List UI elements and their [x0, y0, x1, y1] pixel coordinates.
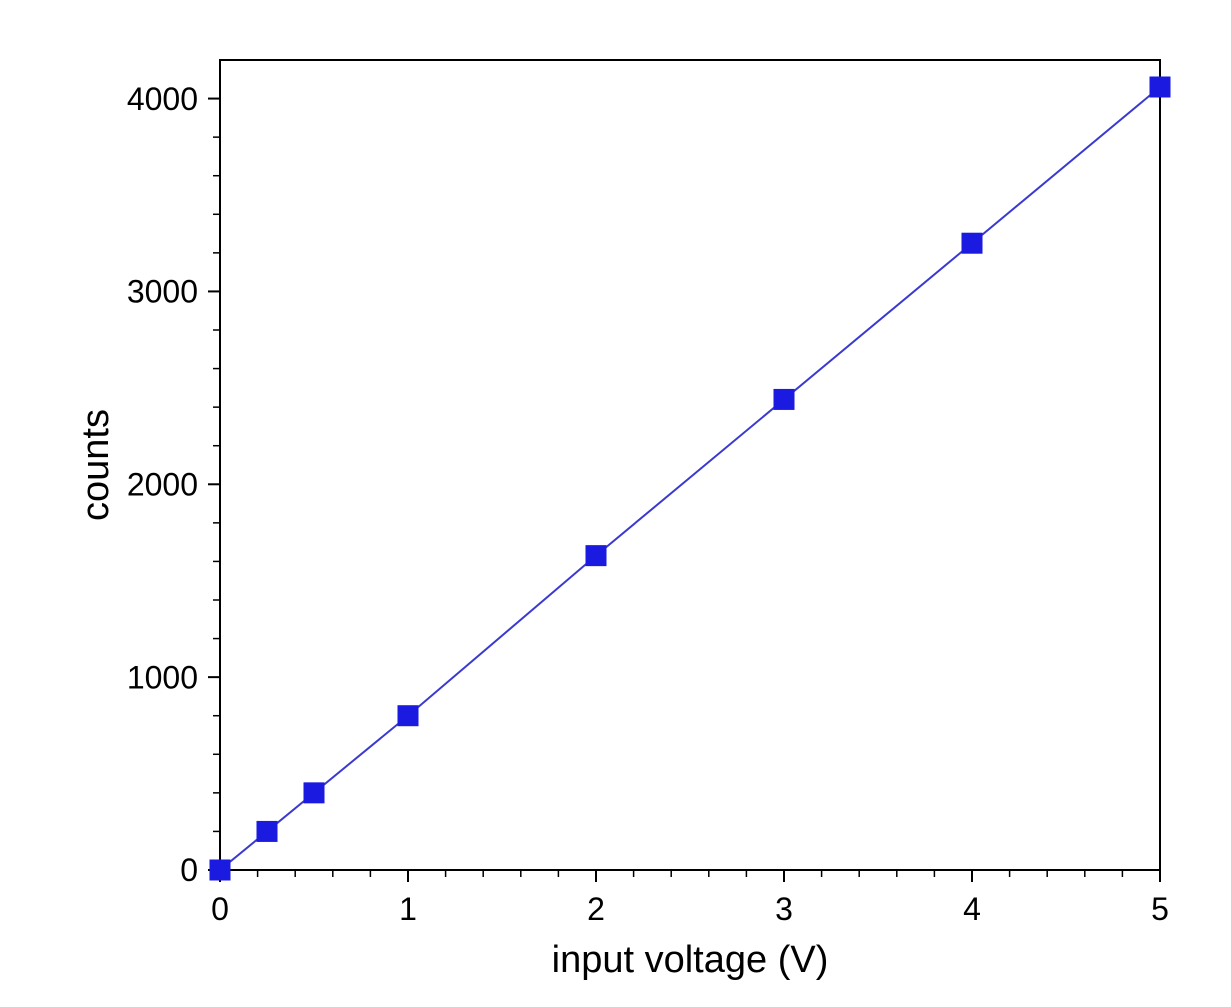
y-tick-label: 3000: [127, 274, 198, 310]
plot-frame: [220, 60, 1160, 870]
data-marker: [962, 233, 982, 253]
y-axis-title: counts: [75, 409, 117, 521]
data-marker: [586, 546, 606, 566]
data-marker: [1150, 77, 1170, 97]
x-tick-label: 2: [587, 891, 605, 927]
data-line: [220, 87, 1160, 870]
x-tick-label: 3: [775, 891, 793, 927]
data-marker: [774, 389, 794, 409]
y-tick-label: 0: [180, 852, 198, 888]
data-marker: [304, 783, 324, 803]
chart-container: 0 1 2 3 4 5 0 1000 2000 3000 4000 input voltage (V)…: [0, 0, 1231, 1007]
x-axis-title: input voltage (V): [552, 939, 829, 981]
data-marker: [398, 706, 418, 726]
y-tick-label: 4000: [127, 81, 198, 117]
y-tick-label: 2000: [127, 466, 198, 502]
x-tick-label: 0: [211, 891, 229, 927]
data-marker: [210, 860, 230, 880]
x-tick-label: 1: [399, 891, 417, 927]
y-tick-label: 1000: [127, 659, 198, 695]
data-marker: [257, 821, 277, 841]
x-tick-label: 4: [963, 891, 981, 927]
line-chart: 0 1 2 3 4 5 0 1000 2000 3000 4000 input voltage (V)…: [0, 0, 1231, 1007]
x-tick-label: 5: [1151, 891, 1169, 927]
